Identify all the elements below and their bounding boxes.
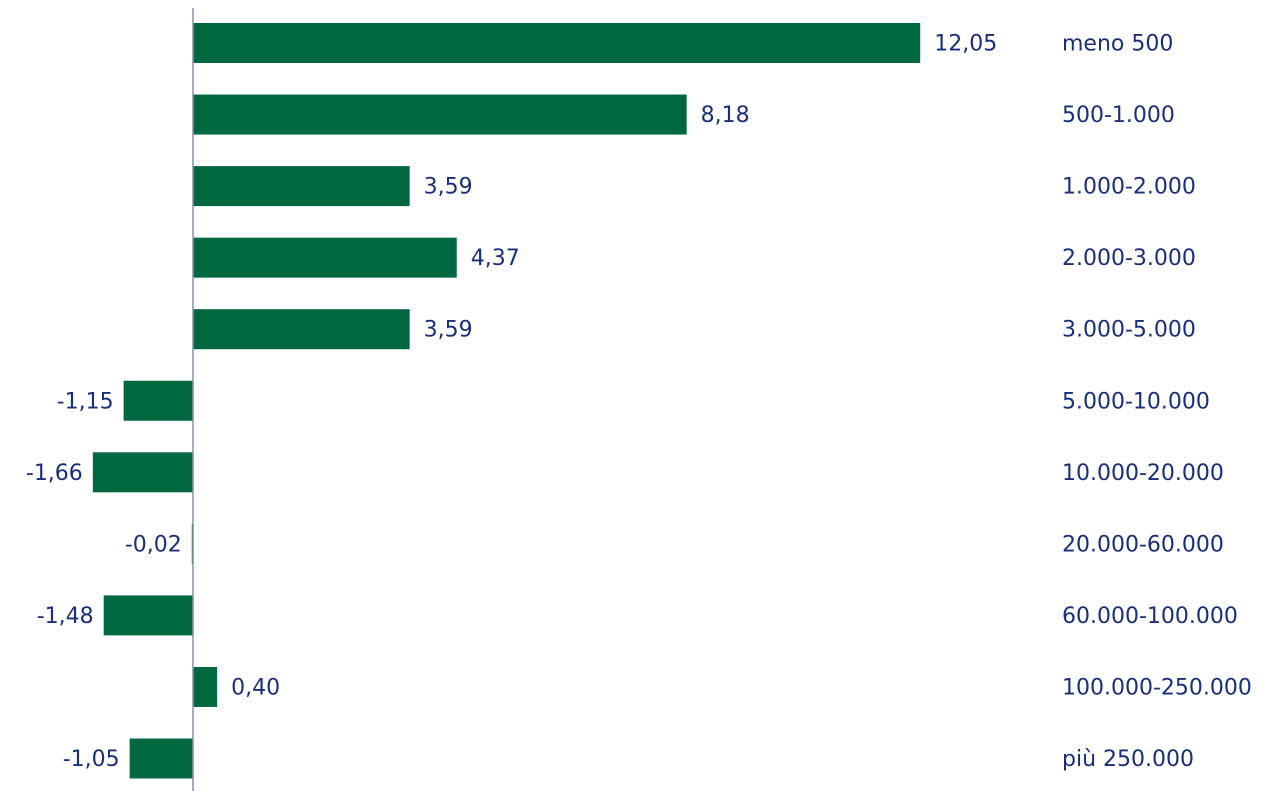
bar-6 <box>92 452 193 493</box>
bar-4 <box>193 309 410 350</box>
bar-2 <box>193 166 410 207</box>
value-label-6: -1,66 <box>26 461 83 486</box>
value-label-3: 4,37 <box>471 246 520 271</box>
category-label-2: 1.000-2.000 <box>1062 175 1196 200</box>
value-label-1: 8,18 <box>701 103 750 128</box>
category-label-8: 60.000-100.000 <box>1062 604 1238 629</box>
category-label-0: meno 500 <box>1062 32 1173 57</box>
bars-layer <box>92 23 921 779</box>
bar-1 <box>193 94 687 135</box>
value-labels-layer: 12,05 8,18 3,59 4,37 3,59 -1,15 -1,66 -0,02 -1,4… <box>26 32 997 773</box>
category-label-10: più 250.000 <box>1062 747 1194 772</box>
category-label-1: 500-1.000 <box>1062 103 1175 128</box>
value-label-0: 12,05 <box>934 32 997 57</box>
category-label-7: 20.000-60.000 <box>1062 532 1224 557</box>
value-label-4: 3,59 <box>424 318 473 343</box>
bar-9 <box>193 666 218 707</box>
value-label-8: -1,48 <box>37 604 94 629</box>
value-label-2: 3,59 <box>424 175 473 200</box>
bar-5 <box>123 380 193 421</box>
value-label-9: 0,40 <box>231 675 280 700</box>
category-label-4: 3.000-5.000 <box>1062 318 1196 343</box>
category-label-6: 10.000-20.000 <box>1062 461 1224 486</box>
category-labels-layer: meno 500 500-1.000 1.000-2.000 2.000-3.000 3… <box>1062 32 1252 773</box>
bar-0 <box>193 23 921 63</box>
value-label-10: -1,05 <box>63 747 120 772</box>
category-label-5: 5.000-10.000 <box>1062 389 1210 414</box>
category-label-9: 100.000-250.000 <box>1062 675 1252 700</box>
value-label-5: -1,15 <box>57 389 114 414</box>
value-label-7: -0,02 <box>125 532 182 557</box>
bar-3 <box>193 237 457 278</box>
category-label-3: 2.000-3.000 <box>1062 246 1196 271</box>
bar-10 <box>129 738 193 779</box>
bar-8 <box>103 595 193 636</box>
